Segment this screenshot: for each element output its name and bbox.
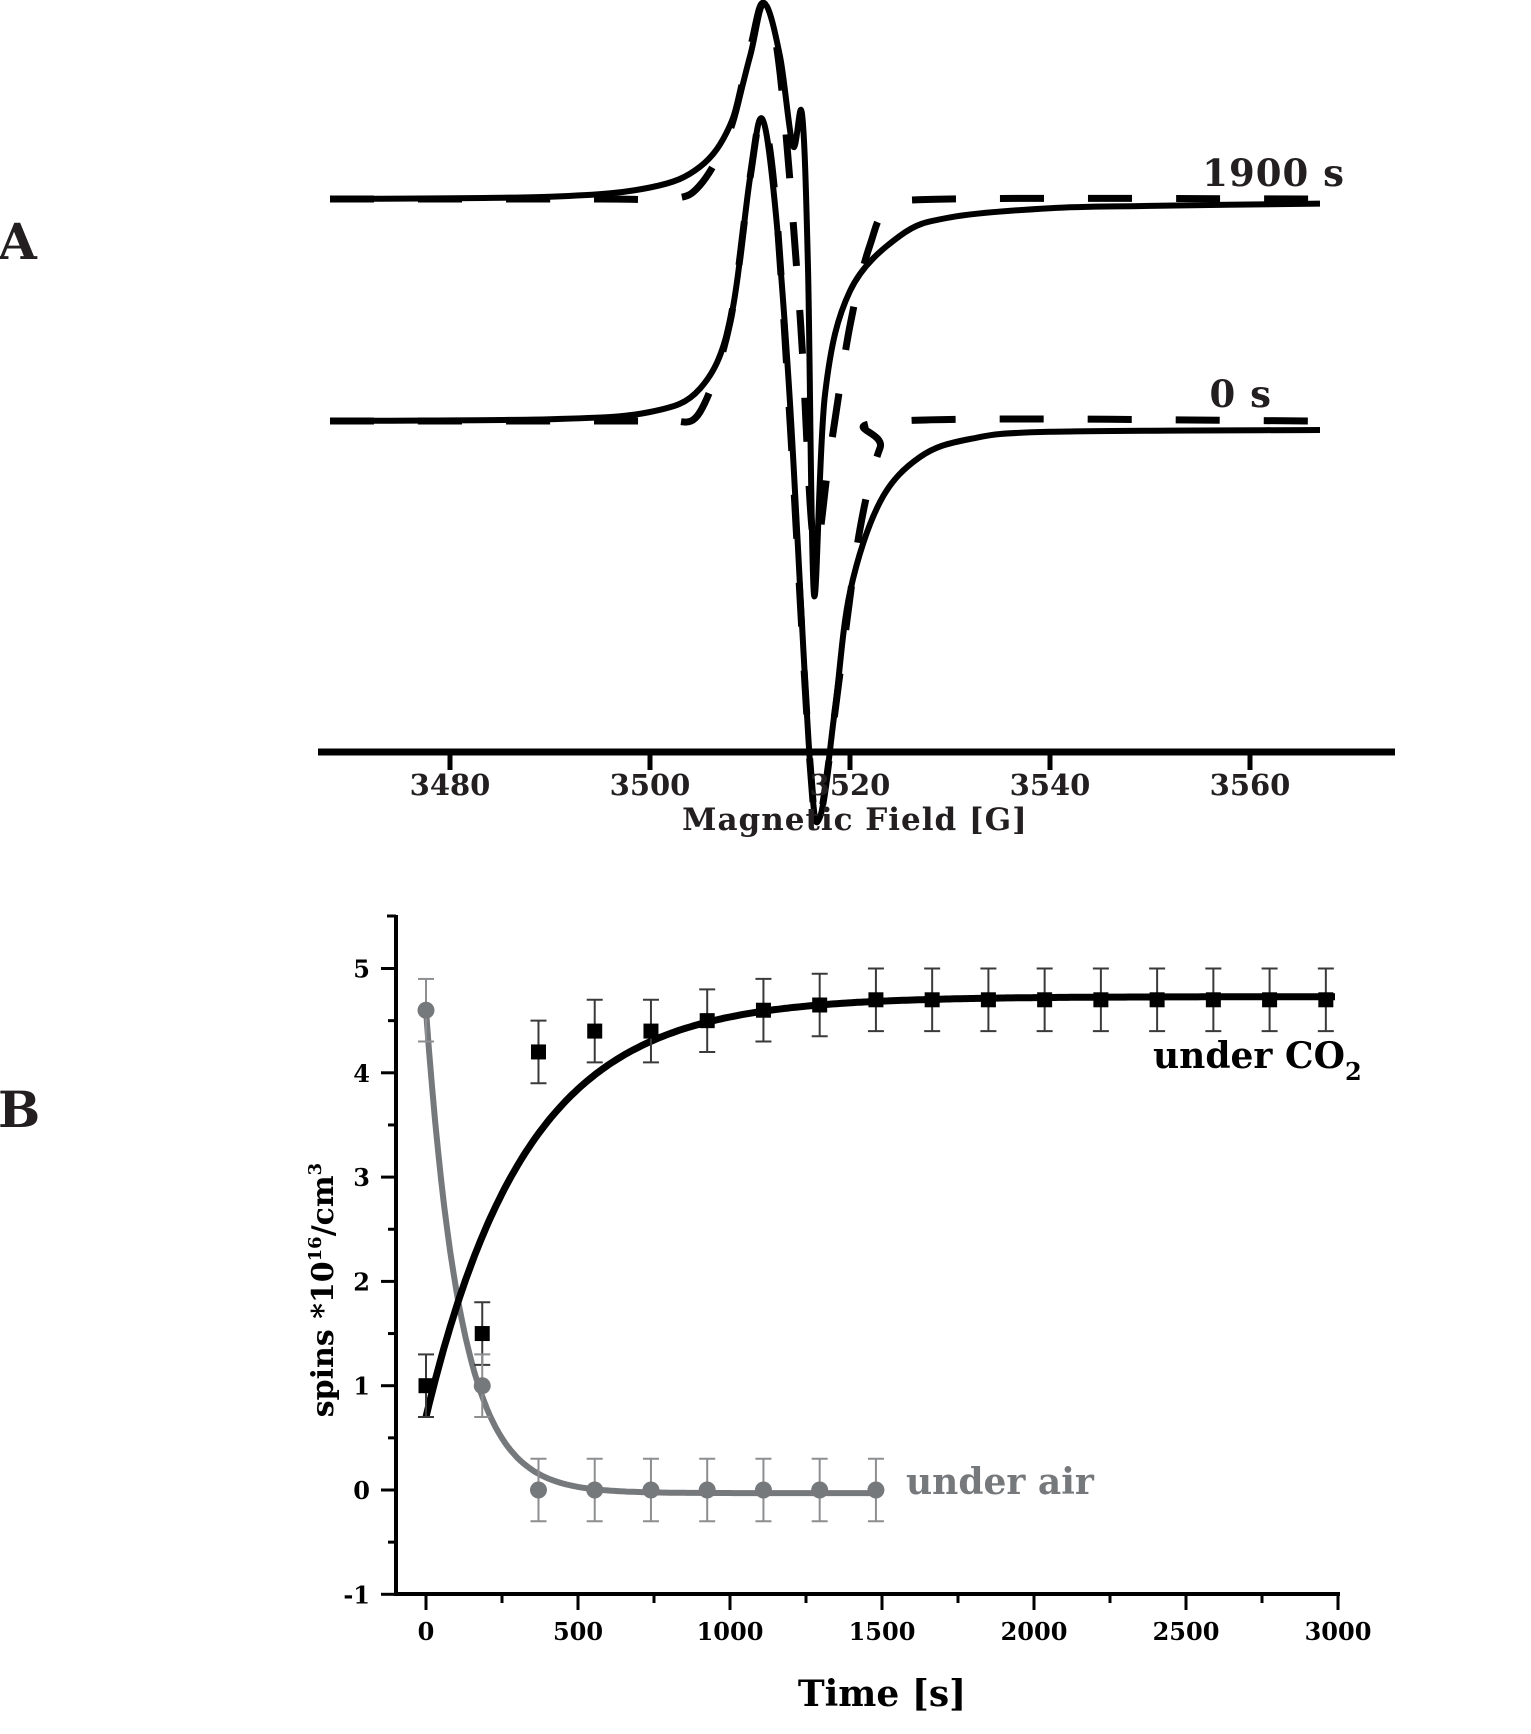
series-label-co2-text: under CO [1153,1035,1345,1077]
y-tick-label: 3 [353,1163,370,1192]
data-point-air [473,1353,491,1418]
y-tick-label: -1 [343,1580,370,1609]
field-axis-title: Magnetic Field [G] [682,802,1028,838]
spins-axis-title-main: spins *10 [306,1261,341,1417]
experimental-trace-upper [329,0,1321,600]
y-tick-label: 0 [353,1476,370,1505]
y-tick-label: 4 [353,1059,370,1088]
x-tick-label: 2000 [1001,1617,1068,1646]
data-point-air [417,977,435,1043]
square-marker [755,1002,771,1018]
data-point-co2 [867,967,884,1033]
data-point-co2 [755,977,772,1043]
data-point-co2 [811,972,828,1038]
data-point-co2 [1092,967,1109,1033]
circle-marker [867,1481,885,1499]
circle-marker [754,1481,772,1499]
series-label-co2-subscript: 2 [1345,1057,1362,1086]
spin-kinetics-panel: -1 0 1 2 3 4 5 0 500 1000 1500 2000 2500 3000 Time [s… [305,914,1372,1715]
y-tick-label: 1 [353,1372,370,1401]
time-axis-title: Time [s] [798,1673,966,1715]
field-tick-label: 3480 [410,768,491,802]
circle-marker [473,1377,491,1395]
square-marker [1093,992,1109,1008]
square-marker [980,992,996,1008]
square-marker [699,1013,715,1029]
data-point-air [642,1457,660,1523]
x-tick-label: 2500 [1153,1617,1220,1646]
data-point-co2 [586,998,603,1064]
x-tick-label: 1500 [849,1617,916,1646]
data-point-air [698,1457,716,1523]
field-axis-ticks: 3480 3500 3520 3540 3560 [410,752,1291,802]
data-point-air [529,1457,547,1523]
square-marker [868,992,884,1008]
data-point-co2 [530,1019,547,1085]
square-marker [530,1044,546,1060]
fit-curve-air [423,1009,876,1497]
square-marker [1149,992,1165,1008]
x-tick-label: 0 [418,1617,435,1646]
spins-axis-title-exponent: 16 [305,1236,326,1261]
circle-marker [811,1481,829,1499]
kinetics-plot-area [417,967,1335,1523]
square-marker [812,997,828,1013]
circle-marker [417,1001,435,1019]
square-marker [1205,992,1221,1008]
square-marker [1318,992,1334,1008]
data-point-co2 [1317,967,1334,1033]
data-point-co2 [1036,967,1053,1033]
epr-spectra-panel: 3480 3500 3520 3540 3560 Magnetic Field [G] … [318,0,1395,838]
square-marker [924,992,940,1008]
kinetics-axes: -1 0 1 2 3 4 5 0 500 1000 1500 2000 2500 3000 [343,914,1372,1646]
field-tick-label: 3560 [1210,768,1291,802]
square-marker [587,1023,603,1039]
data-point-air [754,1457,772,1523]
epr-traces [329,0,1321,828]
simulated-trace-upper [330,0,1321,552]
square-marker [474,1326,490,1342]
data-point-air [586,1457,604,1523]
square-marker [643,1023,659,1039]
series-label-co2: under CO2 [1153,1035,1362,1086]
field-tick-label: 3520 [810,768,891,802]
trace-label-1900s: 1900 s [1202,151,1345,195]
data-point-air [811,1457,829,1523]
panel-b-label: B [0,1080,40,1139]
data-point-co2 [1149,967,1166,1033]
trace-label-0s: 0 s [1210,372,1272,416]
data-point-co2 [1205,967,1222,1033]
data-point-co2 [642,998,659,1064]
circle-marker [529,1481,547,1499]
data-point-co2 [418,1353,434,1418]
data-point-co2 [699,988,716,1053]
data-point-co2 [924,967,941,1033]
square-marker [1037,992,1053,1008]
spins-axis-title: spins *1016/cm3 [305,1163,341,1417]
y-tick-label: 5 [353,955,370,984]
x-tick-label: 3000 [1305,1617,1372,1646]
data-point-air [867,1457,885,1523]
circle-marker [698,1481,716,1499]
circle-marker [642,1481,660,1499]
series-label-air: under air [906,1461,1095,1503]
y-tick-label: 2 [353,1267,370,1296]
field-tick-label: 3540 [1010,768,1091,802]
square-marker [418,1378,434,1394]
circle-marker [586,1481,604,1499]
panel-a-label: A [0,212,38,271]
x-tick-label: 1000 [697,1617,764,1646]
spins-axis-title-unit: /cm [306,1175,341,1236]
spins-axis-title-unit-exponent: 3 [305,1163,326,1176]
x-tick-label: 500 [553,1617,603,1646]
square-marker [1262,992,1278,1008]
experimental-trace-lower [329,115,1321,826]
simulated-trace-lower [329,115,1321,828]
field-tick-label: 3500 [610,768,691,802]
data-point-co2 [1261,967,1278,1033]
data-point-co2 [980,967,997,1033]
